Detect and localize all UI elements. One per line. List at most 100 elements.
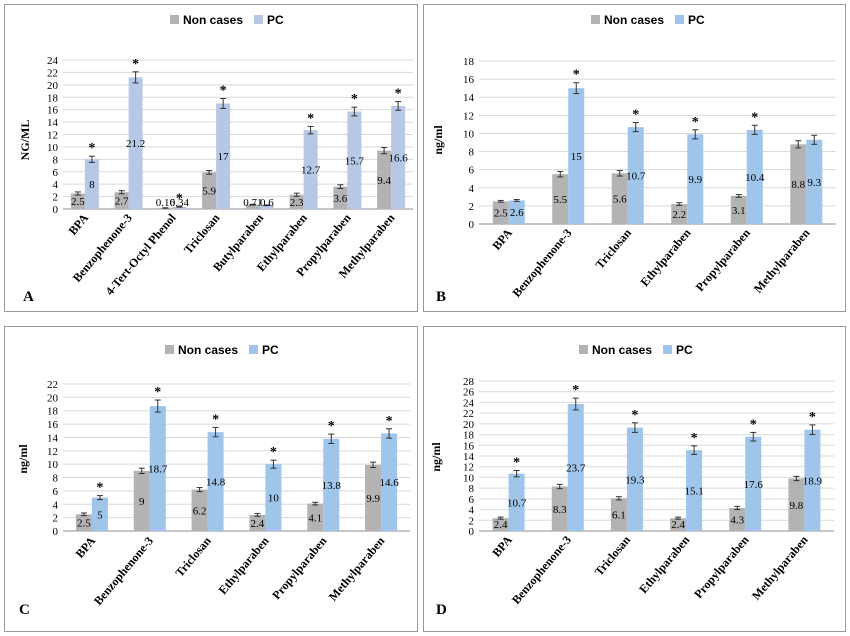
data-label: 9.8 (790, 500, 804, 512)
y-tick-label: 12 (47, 446, 58, 458)
significance-star: * (328, 419, 335, 434)
panel-d: 0 2 4 6 8 10 12 14 16 18 20 22 24 26 28 ng/ml Non cases P… (423, 326, 846, 632)
bar-pc (746, 129, 763, 224)
y-tick-label: 4 (469, 505, 475, 517)
data-label: 2.6 (510, 207, 524, 219)
data-label: 15.1 (684, 486, 703, 498)
data-label: 13.8 (322, 480, 342, 492)
data-label: 15 (571, 151, 583, 163)
data-label: 5 (97, 509, 103, 521)
category-label: Triclosan (181, 211, 223, 257)
data-label: 4.1 (308, 512, 322, 524)
y-tick-label: 16 (47, 105, 59, 117)
data-label: 10.4 (745, 172, 765, 184)
data-label: 5.5 (553, 194, 567, 206)
significance-star: * (220, 83, 227, 98)
significance-star: * (751, 110, 758, 125)
bar-non-cases (75, 514, 92, 531)
bar-non-cases (307, 503, 324, 531)
bar-pc (303, 130, 318, 209)
y-tick-label: 2 (53, 192, 59, 204)
category-label: Propylparaben (691, 533, 752, 601)
legend-swatch-non-cases (591, 15, 600, 24)
category-label: Benzophenone-3 (91, 534, 156, 608)
data-label: 12.7 (301, 165, 321, 177)
data-label: 10.7 (507, 497, 527, 509)
significance-star: * (750, 417, 757, 432)
y-tick-label: 6 (53, 167, 59, 179)
category-label: Propylparaben (269, 534, 330, 602)
data-label: 2.5 (77, 518, 91, 530)
data-label: 0.6 (260, 197, 274, 209)
category-label: Methylparaben (751, 226, 813, 296)
data-label: 9.9 (366, 493, 380, 505)
bar-pc (381, 433, 398, 531)
bar-pc (216, 103, 231, 209)
data-label: 5.9 (202, 186, 216, 198)
data-label: 19.3 (625, 474, 645, 486)
category-label: BPA (489, 533, 515, 560)
y-tick-label: 14 (463, 451, 475, 463)
y-tick-label: 0 (53, 204, 59, 216)
y-axis-label: ng/ml (16, 444, 30, 474)
bar-non-cases (730, 195, 747, 224)
significance-star: * (809, 410, 816, 425)
data-label: 17 (218, 151, 230, 163)
bar-pc (128, 77, 143, 209)
bar-non-cases (790, 144, 807, 224)
bar-non-cases (245, 204, 260, 209)
data-label: 4.3 (730, 514, 744, 526)
significance-star: * (395, 87, 402, 102)
y-tick-label: 6 (53, 486, 59, 498)
y-tick-label: 10 (47, 142, 59, 154)
data-label: 6.2 (193, 505, 207, 517)
category-label: Benzophenone-3 (509, 533, 574, 607)
y-tick-label: 8 (53, 154, 59, 166)
legend-label-pc: PC (676, 343, 693, 357)
bar-pc (567, 404, 584, 531)
data-label: 0.16 (156, 197, 176, 209)
y-tick-label: 8 (469, 483, 475, 495)
category-label: Propylparaben (693, 226, 754, 294)
bar-pc (265, 464, 282, 531)
data-label: 5.6 (613, 194, 627, 206)
bar-non-cases (611, 173, 628, 224)
bar-non-cases (670, 518, 687, 531)
data-label: 3.6 (334, 193, 348, 205)
y-tick-label: 0 (53, 526, 59, 538)
y-tick-label: 16 (463, 440, 475, 452)
y-tick-label: 28 (463, 376, 475, 388)
y-tick-label: 8 (53, 473, 59, 485)
bar-pc (687, 134, 704, 224)
bar-pc (627, 127, 644, 224)
data-label: 2.3 (290, 197, 304, 209)
data-label: 15.7 (345, 155, 365, 167)
data-label: 9.3 (807, 177, 821, 189)
bar-non-cases (191, 489, 208, 531)
chart-svg: 0 2 4 6 8 10 12 14 16 18 ng/ml Non cases PC 2.5 2.6 BPA… (431, 13, 836, 305)
y-tick-label: 22 (47, 67, 58, 79)
data-label: 18.7 (148, 464, 168, 476)
significance-star: * (632, 108, 639, 123)
panel-letter: A (23, 289, 34, 305)
data-label: 17.6 (744, 479, 764, 491)
y-tick-label: 12 (463, 110, 474, 122)
y-tick-label: 14 (47, 117, 59, 129)
category-label: Methylparaben (749, 533, 811, 603)
y-tick-label: 8 (469, 147, 475, 159)
legend-label-non-cases: Non cases (178, 343, 238, 357)
bar-non-cases (333, 186, 348, 209)
legend-swatch-pc (249, 345, 258, 354)
y-tick-label: 0 (469, 526, 475, 538)
bar-pc (626, 427, 643, 531)
legend-label-non-cases: Non cases (183, 13, 243, 27)
y-tick-label: 18 (463, 430, 475, 442)
bar-pc (391, 105, 406, 209)
y-tick-label: 20 (47, 392, 59, 404)
significance-star: * (132, 57, 139, 72)
data-label: 3.1 (732, 205, 746, 217)
bar-pc (207, 432, 224, 531)
category-label: Ethylparaben (637, 226, 693, 289)
y-tick-label: 12 (47, 130, 58, 142)
y-tick-label: 14 (47, 432, 59, 444)
